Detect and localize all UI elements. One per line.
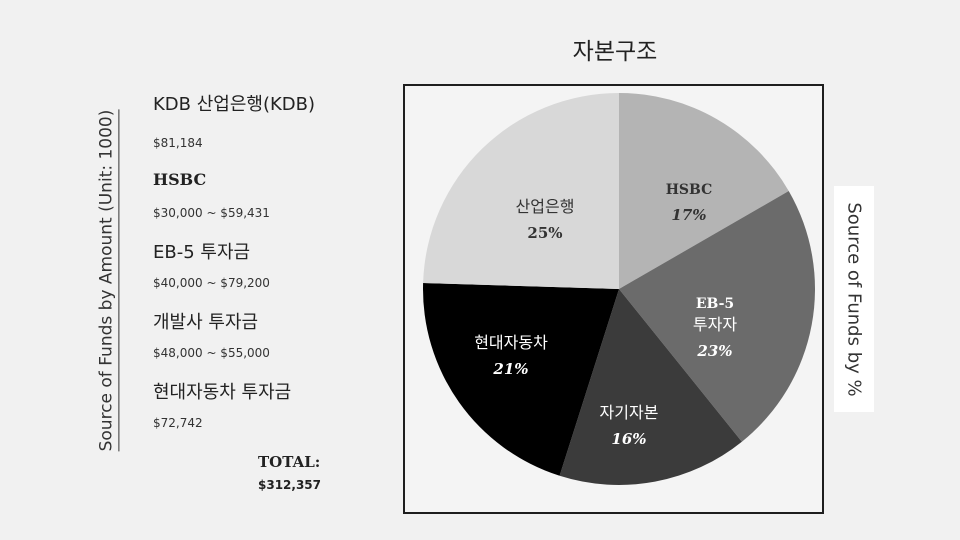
right-axis-title: Source of Funds by % xyxy=(834,186,874,412)
total-value: $312,357 xyxy=(258,478,322,492)
pie-slice xyxy=(423,93,619,289)
chart-title: 자본구조 xyxy=(572,39,658,65)
source-amount: $72,742 xyxy=(153,416,203,430)
source-amount: $81,184 xyxy=(153,136,203,150)
pie-chart: HSBC 17% EB-5 투자자 23% 자기자본 16% 현대자동차 21% 산업은행 25% xyxy=(423,93,815,485)
pie-chart-frame: HSBC 17% EB-5 투자자 23% 자기자본 16% 현대자동차 21% 산업은행 25% xyxy=(403,84,824,514)
slice-value-label: 21% xyxy=(492,360,528,378)
slice-label: 산업은행 xyxy=(516,197,575,216)
source-name: KDB 산업은행(KDB) xyxy=(153,94,316,115)
source-name: EB-5 투자금 xyxy=(153,242,251,263)
source-name: 현대자동차 투자금 xyxy=(153,382,292,403)
pie-slice xyxy=(619,93,789,289)
pie-slice xyxy=(559,289,742,485)
slice-label: EB-5 투자자 xyxy=(693,296,737,334)
slice-label: 자기자본 xyxy=(600,403,659,422)
slice-value-label: 17% xyxy=(671,206,706,224)
slice-value-label: 23% xyxy=(696,342,732,360)
total-label: TOTAL: xyxy=(258,453,321,471)
source-amount: $30,000 ~ $59,431 xyxy=(153,206,270,220)
slice-label: 현대자동차 xyxy=(474,333,548,352)
source-name: 개발사 투자금 xyxy=(153,312,259,333)
right-axis-title-text: Source of Funds by % xyxy=(843,201,865,397)
left-axis-title-text: Source of Funds by Amount (Unit: 1000) xyxy=(96,109,120,451)
slice-value-label: 16% xyxy=(611,430,646,448)
pie-slice xyxy=(423,282,619,476)
source-amount: $40,000 ~ $79,200 xyxy=(153,276,270,290)
source-amount: $48,000 ~ $55,000 xyxy=(153,346,270,360)
source-name: HSBC xyxy=(153,170,207,189)
slice-value-label: 25% xyxy=(527,224,562,242)
slice-label: HSBC xyxy=(666,182,713,198)
left-axis-title: Source of Funds by Amount (Unit: 1000) xyxy=(78,96,138,464)
pie-slice xyxy=(619,191,815,442)
